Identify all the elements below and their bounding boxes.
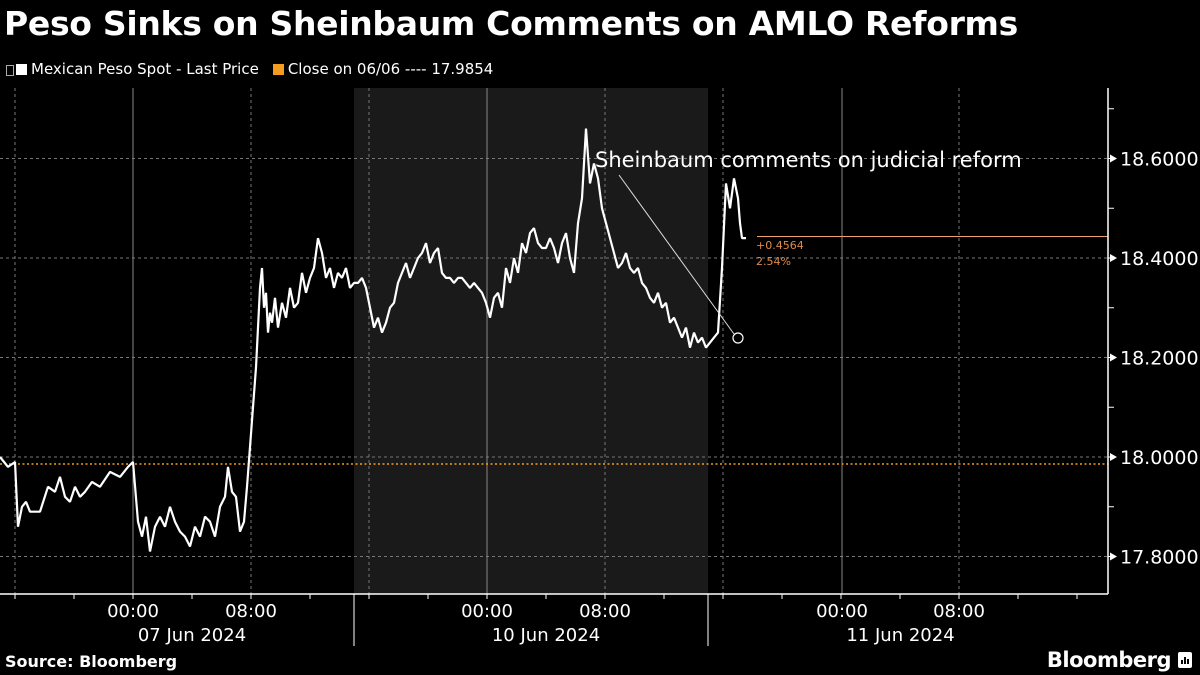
annotation-marker (732, 332, 744, 344)
annotation-text: Sheinbaum comments on judicial reform (595, 148, 1022, 172)
source-label: Source: Bloomberg (5, 652, 178, 671)
y-tick-label: 17.8000 (1120, 547, 1199, 569)
y-axis: 17.8000 18.0000 18.2000 18.4000 18.6000 (1107, 88, 1199, 594)
x-axis: 00:00 07 Jun 2024 08:00 00:00 10 Jun 2024 08:… (0, 593, 1108, 646)
chart-title: Peso Sinks on Sheinbaum Comments on AMLO… (4, 4, 1018, 43)
y-tick-label: 18.0000 (1120, 447, 1199, 469)
x-tick-time: 08:00 (579, 601, 631, 622)
legend-item-close[interactable]: Close on 06/06 ---- 17.9854 (272, 60, 494, 78)
x-tick-date: 10 Jun 2024 (492, 625, 600, 646)
change-abs: +0.4564 (756, 239, 804, 252)
bloomberg-logo: Bloomberg (1047, 648, 1192, 672)
x-tick-time: 08:00 (933, 601, 985, 622)
gridlines (0, 88, 1108, 594)
x-tick-date: 11 Jun 2024 (846, 625, 954, 646)
annotation-leader-line (618, 174, 735, 335)
x-tick-time: 00:00 (816, 601, 868, 622)
x-tick-date: 07 Jun 2024 (138, 625, 246, 646)
x-tick-time: 08:00 (225, 601, 277, 622)
legend-label: Close on 06/06 ---- 17.9854 (287, 60, 494, 78)
chart-logo-icon (1178, 652, 1192, 668)
legend-label: Mexican Peso Spot - Last Price (31, 60, 259, 78)
y-tick-label: 18.2000 (1120, 348, 1199, 370)
price-line (0, 128, 746, 552)
legend-swatch-white (16, 63, 27, 75)
weekend-shading (354, 88, 708, 594)
legend-item-peso[interactable]: Mexican Peso Spot - Last Price (16, 60, 259, 78)
change-pct: 2.54% (756, 255, 791, 268)
legend-collapse-icon[interactable] (6, 64, 14, 76)
x-tick-time: 00:00 (461, 601, 513, 622)
legend-swatch-orange (272, 63, 284, 75)
y-tick-label: 18.6000 (1120, 149, 1199, 171)
legend: Mexican Peso Spot - Last Price Close on … (6, 60, 507, 78)
x-tick-time: 00:00 (107, 601, 159, 622)
y-tick-label: 18.4000 (1120, 248, 1199, 270)
